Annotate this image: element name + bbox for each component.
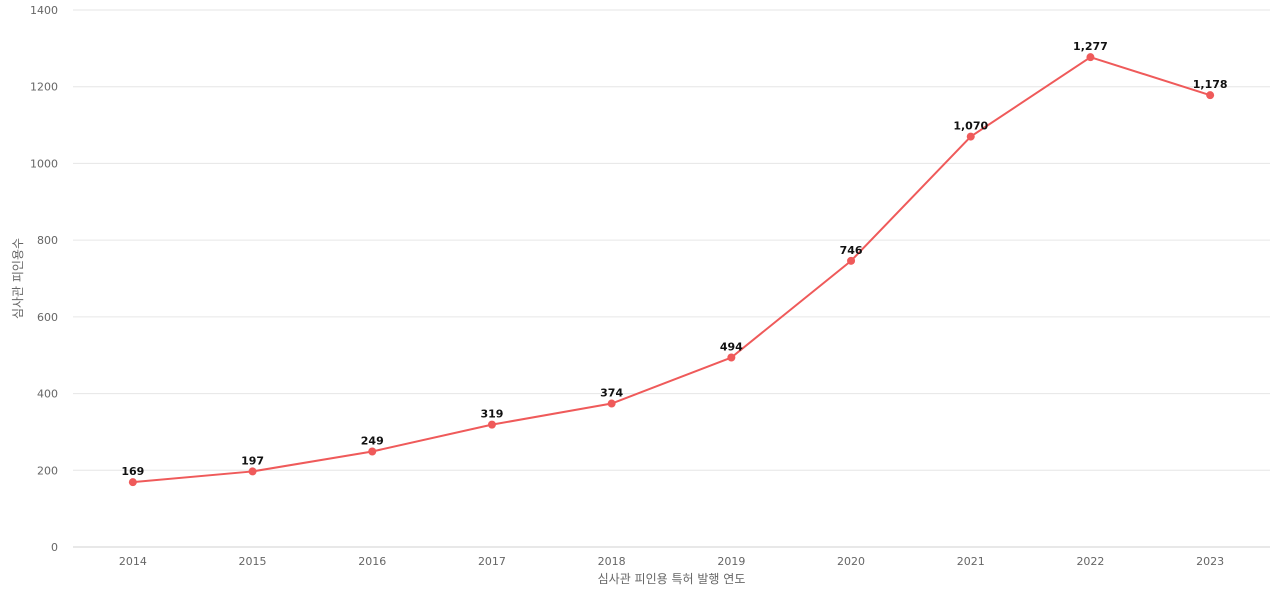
data-point[interactable] xyxy=(1206,91,1215,100)
y-tick-label: 1200 xyxy=(30,81,58,94)
x-tick-label: 2015 xyxy=(239,555,267,568)
y-tick-label: 1400 xyxy=(30,4,58,17)
data-label: 1,277 xyxy=(1073,40,1108,53)
x-axis-ticks: 2014 2015 2016 2017 2018 2019 2020 2021 2022 2023 xyxy=(119,555,1224,568)
y-axis-title: 심사관 피인용수 xyxy=(11,238,25,319)
data-point[interactable] xyxy=(128,478,137,487)
x-tick-label: 2016 xyxy=(358,555,386,568)
data-point[interactable] xyxy=(248,467,257,476)
x-tick-label: 2017 xyxy=(478,555,506,568)
x-tick-label: 2022 xyxy=(1076,555,1104,568)
data-point[interactable] xyxy=(368,447,377,456)
data-point[interactable] xyxy=(487,420,496,429)
data-label: 746 xyxy=(840,244,863,257)
data-label: 319 xyxy=(480,408,503,421)
x-tick-label: 2021 xyxy=(957,555,985,568)
data-point[interactable] xyxy=(1086,53,1095,62)
y-tick-label: 600 xyxy=(37,311,58,324)
data-label: 494 xyxy=(720,341,743,354)
data-point[interactable] xyxy=(966,132,975,141)
x-axis-title: 심사관 피인용 특허 발행 연도 xyxy=(598,571,746,586)
y-tick-label: 400 xyxy=(37,388,58,401)
x-tick-label: 2014 xyxy=(119,555,147,568)
x-tick-label: 2023 xyxy=(1196,555,1224,568)
y-axis-ticks: 0 200 400 600 800 1000 1200 1400 xyxy=(30,4,58,554)
x-tick-label: 2019 xyxy=(717,555,745,568)
series-line xyxy=(132,56,1211,484)
y-tick-label: 0 xyxy=(51,541,58,554)
x-tick-label: 2020 xyxy=(837,555,865,568)
data-label: 249 xyxy=(361,434,384,447)
series-group: 169 197 249 319 374 494 746 1,070 1,277 1,178 xyxy=(121,40,1228,487)
data-label: 169 xyxy=(121,465,144,478)
data-point[interactable] xyxy=(727,353,736,362)
y-tick-label: 800 xyxy=(37,234,58,247)
y-tick-label: 1000 xyxy=(30,157,58,170)
data-label: 197 xyxy=(241,454,264,467)
data-label: 1,070 xyxy=(953,120,988,133)
data-point[interactable] xyxy=(607,399,616,408)
data-label: 1,178 xyxy=(1193,78,1228,91)
y-tick-label: 200 xyxy=(37,464,58,477)
data-point[interactable] xyxy=(847,256,856,265)
x-tick-label: 2018 xyxy=(598,555,626,568)
gridlines xyxy=(73,9,1270,471)
data-label: 374 xyxy=(600,387,623,400)
